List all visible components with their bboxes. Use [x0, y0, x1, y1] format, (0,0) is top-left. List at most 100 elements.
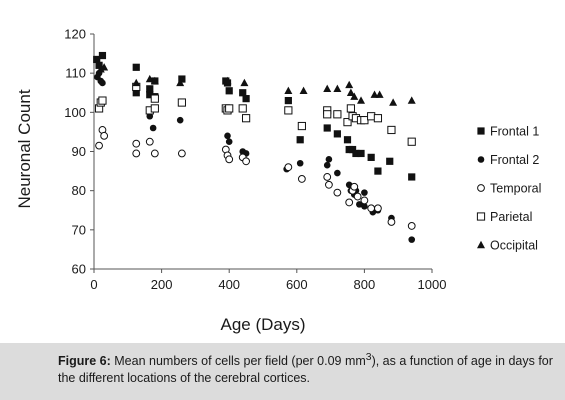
- data-point: [407, 222, 416, 230]
- data-point: [343, 118, 352, 127]
- y-tick-label: 90: [72, 144, 86, 159]
- data-point: [389, 98, 398, 106]
- y-tick-label: 100: [64, 105, 86, 120]
- legend-item: Occipital: [477, 239, 538, 253]
- data-point: [146, 91, 154, 99]
- data-point: [323, 124, 331, 132]
- y-axis-title: Neuronal Count: [15, 89, 34, 208]
- data-point: [407, 137, 416, 146]
- data-point: [375, 90, 384, 98]
- caption-text-start: Mean numbers of cells per field (per 0.0…: [110, 354, 366, 369]
- data-point: [284, 163, 293, 172]
- data-point: [299, 86, 308, 94]
- data-point: [408, 236, 416, 243]
- data-point: [178, 75, 186, 83]
- data-point: [353, 192, 362, 201]
- data-point: [373, 114, 383, 123]
- data-point: [345, 80, 354, 89]
- data-point: [367, 204, 376, 213]
- data-point: [284, 86, 293, 94]
- data-point: [370, 90, 379, 98]
- data-point: [238, 104, 247, 113]
- data-point: [150, 104, 159, 113]
- legend-item: Frontal 2: [477, 153, 539, 167]
- legend-label: Frontal 2: [490, 153, 539, 167]
- data-point: [345, 198, 354, 207]
- data-point: [225, 138, 233, 146]
- data-point: [150, 149, 159, 158]
- data-point: [224, 132, 231, 140]
- data-point: [150, 76, 159, 85]
- data-point: [296, 136, 304, 144]
- data-point: [325, 180, 333, 189]
- x-tick-label: 400: [218, 277, 240, 292]
- legend-item: Parietal: [476, 210, 532, 224]
- data-point: [333, 188, 342, 197]
- legend-item: Frontal 1: [477, 125, 539, 139]
- data-point: [333, 130, 341, 138]
- data-point: [333, 84, 342, 93]
- data-points: [93, 51, 416, 243]
- data-point: [325, 156, 333, 163]
- data-point: [374, 204, 382, 213]
- y-tick-label: 60: [72, 262, 86, 277]
- data-point: [361, 203, 368, 210]
- data-point: [223, 76, 232, 85]
- data-point: [95, 141, 103, 150]
- data-point: [296, 159, 304, 167]
- data-point: [242, 114, 251, 123]
- figure-caption: Figure 6: Mean numbers of cells per fiel…: [58, 349, 559, 387]
- data-point: [132, 89, 140, 97]
- data-point: [284, 106, 293, 115]
- legend-marker: [477, 127, 485, 135]
- data-point: [387, 125, 396, 135]
- axes: [93, 34, 432, 270]
- data-point: [96, 65, 105, 73]
- data-point: [360, 116, 369, 125]
- data-point: [150, 94, 159, 103]
- data-point: [343, 136, 352, 144]
- series-parietal: [94, 82, 416, 146]
- series-occipital: [96, 63, 416, 106]
- data-point: [367, 112, 376, 121]
- data-point: [374, 167, 382, 175]
- data-point: [100, 131, 109, 140]
- legend-label: Occipital: [490, 239, 538, 253]
- scatter-chart: 60 70 80 90 100 110 120 0 200 400 600 800 1000 Fron…: [15, 27, 541, 335]
- y-axis-ticks: 60 70 80 90 100 110 120: [64, 27, 94, 277]
- data-point: [225, 87, 233, 95]
- x-tick-label: 800: [354, 277, 376, 292]
- x-axis-ticks: 0 200 400 600 800 1000: [90, 269, 446, 292]
- legend: Frontal 1 Frontal 2 Temporal Parietal Occipi…: [476, 125, 541, 253]
- figure-caption-box: Figure 6: Mean numbers of cells per fiel…: [0, 343, 565, 400]
- y-tick-label: 110: [65, 66, 86, 81]
- data-point: [176, 78, 185, 87]
- series-temporal: [95, 126, 416, 230]
- data-point: [333, 110, 342, 119]
- figure-label: Figure 6:: [58, 354, 111, 369]
- data-point: [145, 74, 154, 83]
- data-point: [239, 89, 247, 97]
- legend-marker: [476, 212, 486, 221]
- data-point: [177, 98, 186, 107]
- caption-superscript: 3: [365, 352, 372, 363]
- data-point: [145, 137, 154, 146]
- data-point: [323, 173, 332, 181]
- data-point: [297, 175, 306, 183]
- data-point: [323, 161, 331, 169]
- legend-item: Temporal: [477, 182, 541, 196]
- data-point: [225, 104, 234, 113]
- x-tick-label: 200: [151, 277, 173, 292]
- data-point: [149, 124, 157, 132]
- data-point: [367, 153, 375, 161]
- data-point: [132, 63, 140, 71]
- data-point: [346, 88, 355, 96]
- x-tick-label: 1000: [418, 277, 447, 292]
- data-point: [334, 169, 341, 177]
- data-point: [242, 157, 251, 166]
- data-point: [350, 182, 359, 191]
- data-point: [360, 196, 369, 205]
- data-point: [408, 173, 416, 181]
- data-point: [407, 96, 416, 104]
- data-point: [99, 79, 106, 87]
